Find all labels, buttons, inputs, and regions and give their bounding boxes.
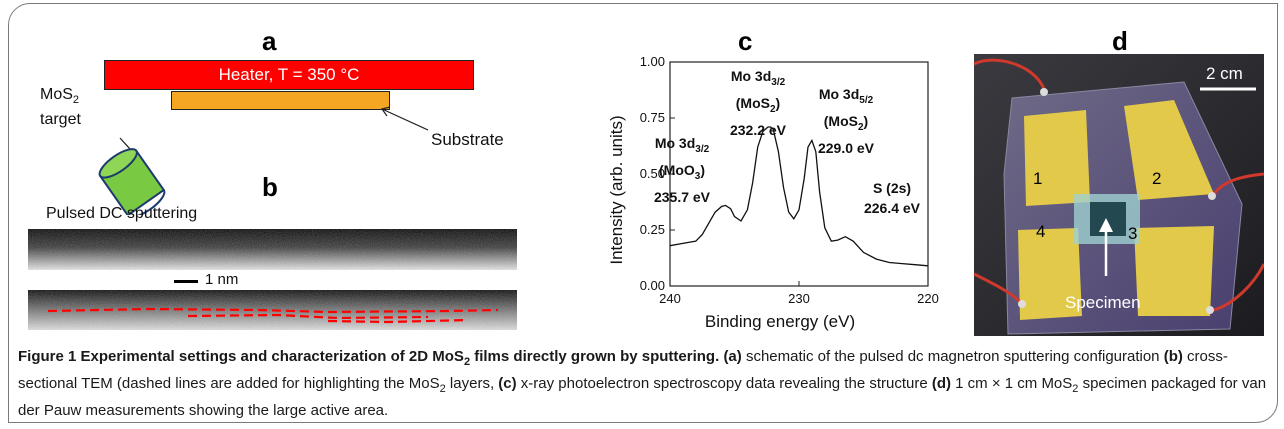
substrate-arrow-head	[380, 106, 391, 117]
x-tick-label: 220	[917, 291, 939, 306]
x-axis-label: Binding energy (eV)	[704, 312, 856, 331]
specimen-arrow-head	[1099, 218, 1113, 232]
mos2-layer-line-1	[47, 307, 499, 314]
peak-annotation-mos2-232: Mo 3d3/2 (MoS2) 232.2 eV	[729, 68, 787, 138]
substrate-label: Substrate	[431, 130, 504, 149]
y-tick-label: 0.00	[640, 278, 665, 293]
contact-label-2: 2	[1152, 169, 1162, 188]
peak-annotation-s2s-226: S (2s) 226.4 eV	[863, 180, 921, 216]
y-tick-label: 1.00	[640, 54, 665, 69]
pad-top-left	[1024, 110, 1090, 206]
specimen-photo	[974, 54, 1264, 336]
mos2-layer-line-2	[187, 313, 429, 320]
y-tick-label: 0.50	[640, 166, 665, 181]
panel-c-label: c	[738, 26, 753, 56]
panel-b-label: b	[262, 172, 278, 202]
heater-block: Heater, T = 350 °C	[104, 60, 474, 90]
sputter-label: Pulsed DC sputtering	[46, 205, 198, 222]
sputter-target-cylinder	[98, 148, 166, 215]
mos2-layer-line-3	[327, 318, 469, 324]
peak-annotation-moo3-235: Mo 3d3/2 (MoO3) 235.7 eV	[653, 135, 711, 205]
x-tick-label: 240	[659, 291, 681, 306]
pad-bottom-right	[1134, 226, 1214, 316]
substrate-block	[171, 91, 390, 110]
pad-bottom-left	[1018, 228, 1082, 320]
panel-a-label: a	[262, 26, 277, 56]
tem-image-bottom	[28, 290, 517, 330]
contact-label-1: 1	[1033, 169, 1043, 188]
xps-spectrum-line	[669, 126, 929, 267]
tem-scale-bar	[174, 280, 198, 283]
y-tick-label: 0.25	[640, 222, 665, 237]
contact-label-4: 4	[1036, 222, 1046, 241]
target-label: MoS2 target	[40, 86, 81, 129]
photo-scale-label: 2 cm	[1206, 64, 1243, 83]
peak-annotation-mos2-229: Mo 3d5/2 (MoS2) 229.0 eV	[817, 86, 875, 156]
panel-d-label: d	[1112, 26, 1128, 56]
x-tick-label: 230	[788, 291, 810, 306]
contact-label-3: 3	[1128, 224, 1138, 243]
tem-scale-label: 1 nm	[205, 271, 239, 288]
specimen-label: Specimen	[1065, 293, 1141, 312]
panel-a-drawing	[98, 106, 429, 215]
pad-top-right	[1124, 100, 1214, 200]
figure-caption: Figure 1 Experimental settings and chara…	[18, 348, 1267, 419]
xps-chart: 0.00 0.25 0.50 0.75 1.00 240 230 220	[640, 54, 939, 306]
y-tick-label: 0.75	[640, 110, 665, 125]
substrate-arrow-line	[381, 108, 429, 131]
tem-image-top	[28, 229, 517, 270]
